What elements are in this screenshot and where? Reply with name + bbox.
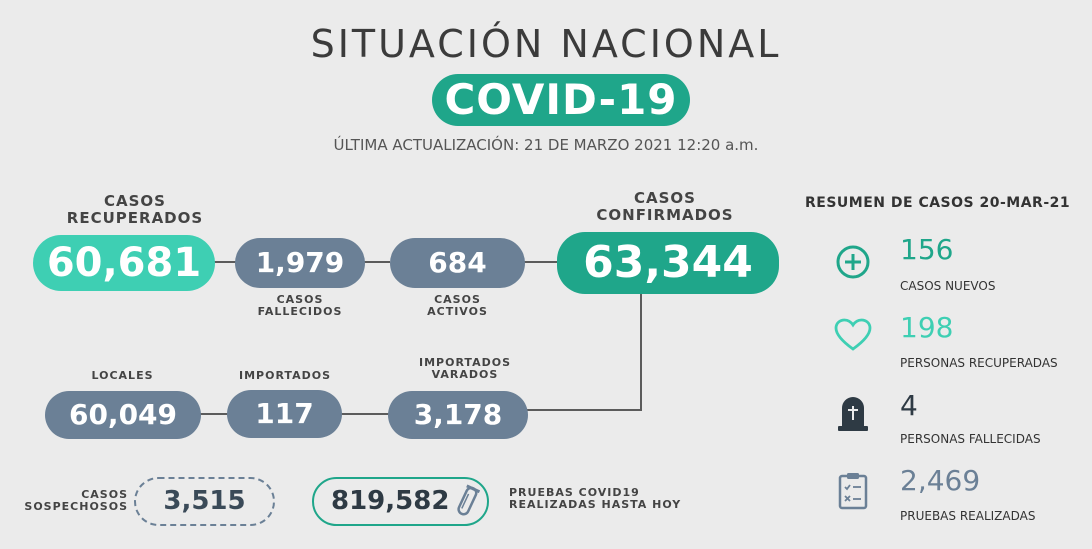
resumen-pruebas-value: 2,469 — [900, 464, 981, 497]
connector-line — [214, 261, 236, 263]
importados-varados-value: 3,178 — [388, 391, 528, 439]
resumen-fallecidas-label: PERSONAS FALLECIDAS — [900, 432, 1041, 446]
recuperados-value: 60,681 — [33, 235, 215, 291]
last-updated: ÚLTIMA ACTUALIZACIÓN: 21 DE MARZO 2021 1… — [333, 136, 759, 154]
pruebas-box: 819,582 — [312, 477, 489, 526]
fallecidos-label: CASOS FALLECIDOS — [257, 293, 343, 318]
resumen-pruebas-label: PRUEBAS REALIZADAS — [900, 509, 1036, 523]
importados-value: 117 — [227, 390, 342, 438]
connector-line — [524, 261, 558, 263]
resumen-casos-nuevos-value: 156 — [900, 233, 954, 266]
importados-varados-label: IMPORTADOS VARADOS — [419, 356, 511, 381]
sospechosos-value: 3,515 — [134, 477, 275, 526]
resumen-recuperadas-value: 198 — [900, 311, 954, 344]
activos-value: 684 — [390, 238, 525, 288]
page-title: SITUACIÓN NACIONAL — [310, 22, 782, 66]
tombstone-icon — [836, 394, 870, 438]
connector-line — [200, 413, 228, 415]
pruebas-label: PRUEBAS COVID19 REALIZADAS HASTA HOY — [509, 486, 682, 511]
heart-icon — [834, 318, 872, 356]
clipboard-icon — [837, 471, 869, 515]
resumen-casos-nuevos-label: CASOS NUEVOS — [900, 279, 996, 293]
resumen-title: RESUMEN DE CASOS 20-MAR-21 — [805, 195, 1071, 211]
confirmados-value: 63,344 — [557, 232, 779, 294]
resumen-recuperadas-label: PERSONAS RECUPERADAS — [900, 356, 1058, 370]
test-tube-icon — [454, 484, 481, 524]
fallecidos-value: 1,979 — [235, 238, 365, 288]
connector-line — [640, 293, 642, 411]
connector-line — [341, 413, 389, 415]
connector-line — [527, 409, 642, 411]
sospechosos-label: CASOS SOSPECHOSOS — [24, 488, 128, 513]
activos-label: CASOS ACTIVOS — [427, 293, 488, 318]
locales-label: LOCALES — [91, 369, 154, 382]
connector-line — [364, 261, 390, 263]
resumen-fallecidas-value: 4 — [900, 389, 918, 422]
recuperados-label: CASOS RECUPERADOS — [66, 192, 204, 227]
locales-value: 60,049 — [45, 391, 201, 439]
confirmados-label: CASOS CONFIRMADOS — [596, 189, 734, 224]
covid-badge: COVID-19 — [432, 74, 690, 126]
plus-circle-icon — [835, 244, 871, 284]
pruebas-value: 819,582 — [331, 486, 450, 516]
importados-label: IMPORTADOS — [239, 369, 331, 382]
